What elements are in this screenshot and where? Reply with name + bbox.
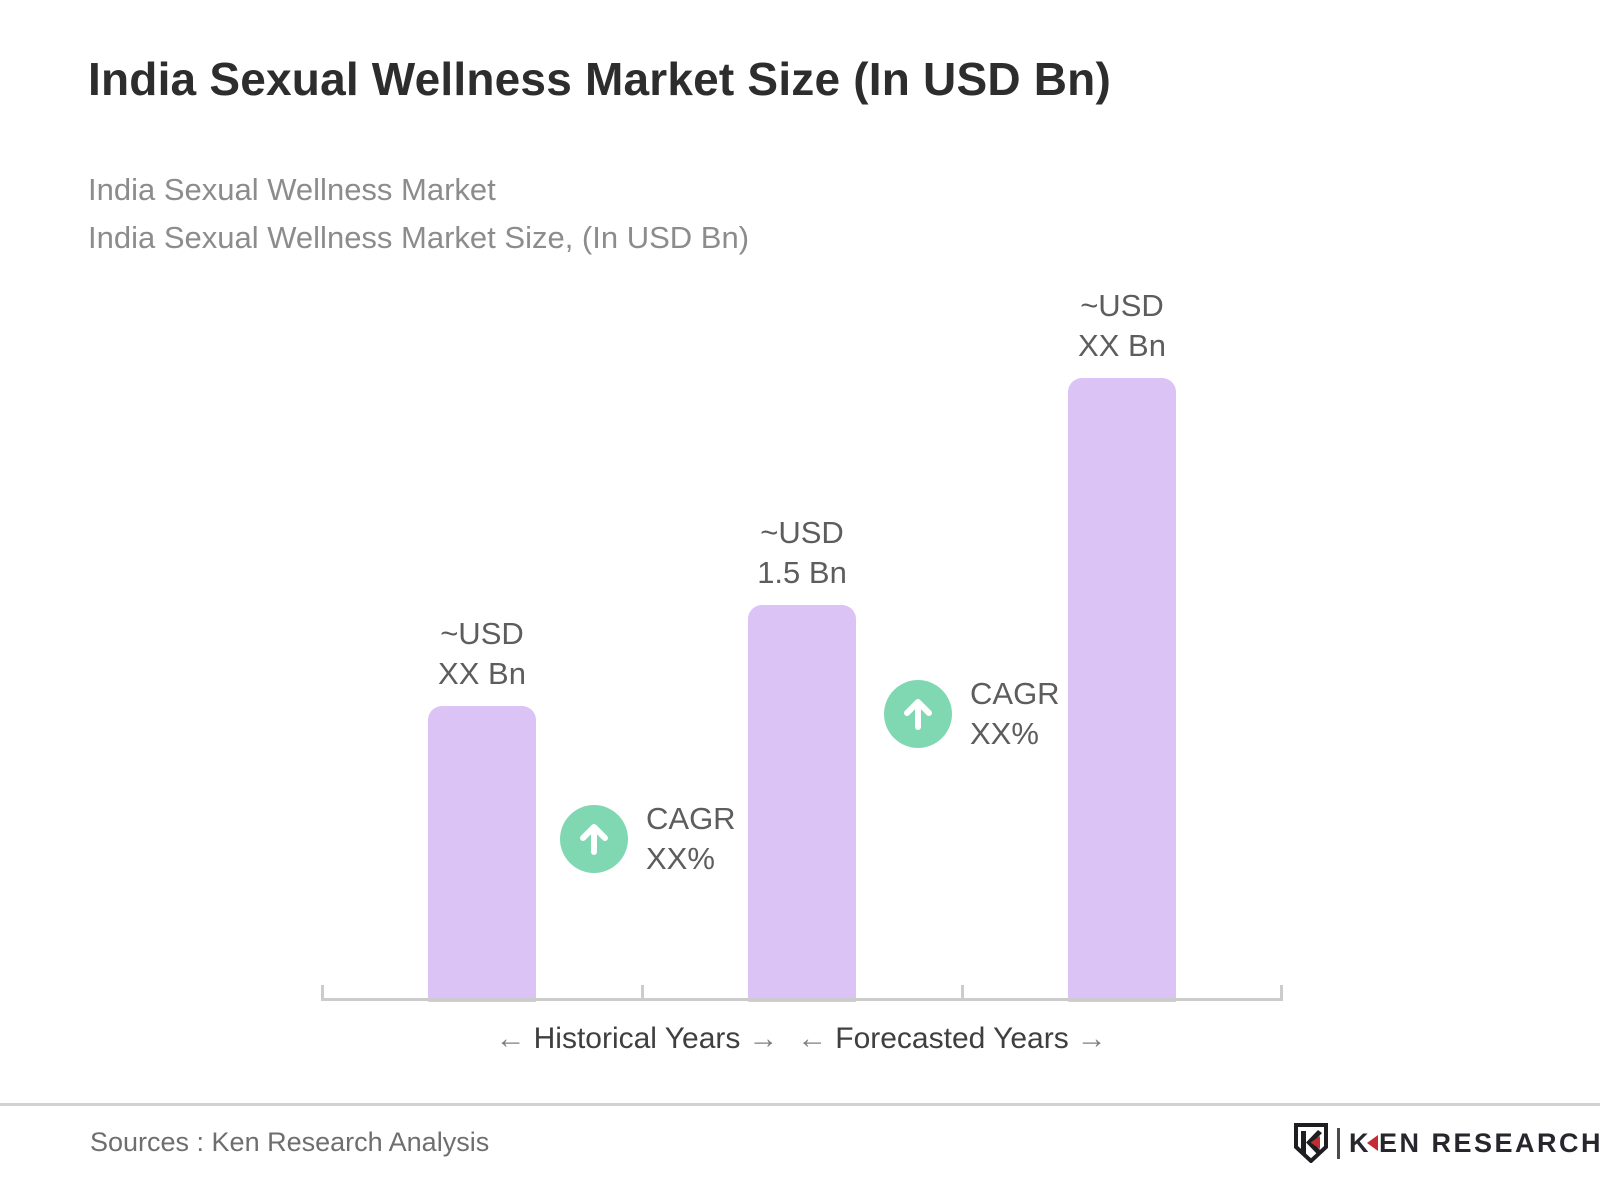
wordmark-rest: EN RESEARCH bbox=[1379, 1127, 1600, 1158]
bar-historical-2 bbox=[748, 605, 856, 1002]
subtitle-line-2: India Sexual Wellness Market Size, (In U… bbox=[88, 220, 750, 255]
bar-group-forecast: ~USD XX Bn bbox=[1008, 286, 1236, 1002]
bar-label-line1: ~USD bbox=[760, 515, 844, 550]
x-axis-tick bbox=[1280, 985, 1283, 1001]
chart-subtitle: India Sexual Wellness Market India Sexua… bbox=[88, 166, 749, 262]
cagr-label-line1: CAGR bbox=[646, 801, 736, 836]
bar-label-line1: ~USD bbox=[1080, 288, 1164, 323]
cagr-label: CAGR XX% bbox=[970, 674, 1060, 754]
ken-research-shield-icon bbox=[1294, 1123, 1328, 1163]
axis-legend-label: Forecasted Years bbox=[835, 1022, 1069, 1055]
left-arrow-icon: ← bbox=[797, 1022, 828, 1055]
bar-value-label: ~USD 1.5 Bn bbox=[757, 513, 847, 593]
bar-label-line2: XX Bn bbox=[1078, 328, 1166, 363]
axis-legend-label: Historical Years bbox=[533, 1022, 741, 1055]
red-triangle-icon bbox=[1367, 1135, 1378, 1151]
sources-note: Sources : Ken Research Analysis bbox=[90, 1127, 490, 1157]
bar-value-label: ~USD XX Bn bbox=[438, 614, 526, 694]
axis-legend-forecasted: ← Forecasted Years → bbox=[752, 1022, 1152, 1056]
bar-label-line2: 1.5 Bn bbox=[757, 555, 847, 590]
ken-research-logo: K EN RESEARCH bbox=[1293, 1120, 1600, 1166]
cagr-label-line2: XX% bbox=[646, 841, 715, 876]
bar-label-line1: ~USD bbox=[440, 616, 524, 651]
cagr-label-line2: XX% bbox=[970, 716, 1039, 751]
cagr-annotation-1: CAGR XX% bbox=[560, 799, 736, 879]
cagr-annotation-2: CAGR XX% bbox=[884, 674, 1060, 754]
x-axis-tick bbox=[641, 985, 644, 1001]
bar-historical-1 bbox=[428, 706, 536, 1002]
bar-group-historical-1: ~USD XX Bn bbox=[368, 614, 596, 1002]
x-axis-tick bbox=[961, 985, 964, 1001]
wordmark-k: K bbox=[1349, 1127, 1371, 1158]
page-title: India Sexual Wellness Market Size (In US… bbox=[88, 53, 1111, 105]
axis-legend-historical: ← Historical Years → bbox=[437, 1022, 837, 1056]
x-axis-tick bbox=[321, 985, 324, 1001]
up-arrow-circle-icon bbox=[560, 805, 628, 873]
footer-divider bbox=[0, 1103, 1600, 1106]
logo-separator bbox=[1337, 1127, 1340, 1159]
right-arrow-icon: → bbox=[748, 1022, 779, 1055]
up-arrow-circle-icon bbox=[884, 680, 952, 748]
left-arrow-icon: ← bbox=[495, 1022, 526, 1055]
bar-forecast bbox=[1068, 378, 1176, 1002]
subtitle-line-1: India Sexual Wellness Market bbox=[88, 172, 496, 207]
x-axis-line bbox=[321, 998, 1283, 1001]
cagr-label: CAGR XX% bbox=[646, 799, 736, 879]
ken-research-wordmark: K EN RESEARCH bbox=[1349, 1128, 1600, 1159]
bar-label-line2: XX Bn bbox=[438, 656, 526, 691]
cagr-label-line1: CAGR bbox=[970, 676, 1060, 711]
right-arrow-icon: → bbox=[1076, 1022, 1107, 1055]
bar-group-historical-2: ~USD 1.5 Bn bbox=[688, 513, 916, 1002]
bar-value-label: ~USD XX Bn bbox=[1078, 286, 1166, 366]
